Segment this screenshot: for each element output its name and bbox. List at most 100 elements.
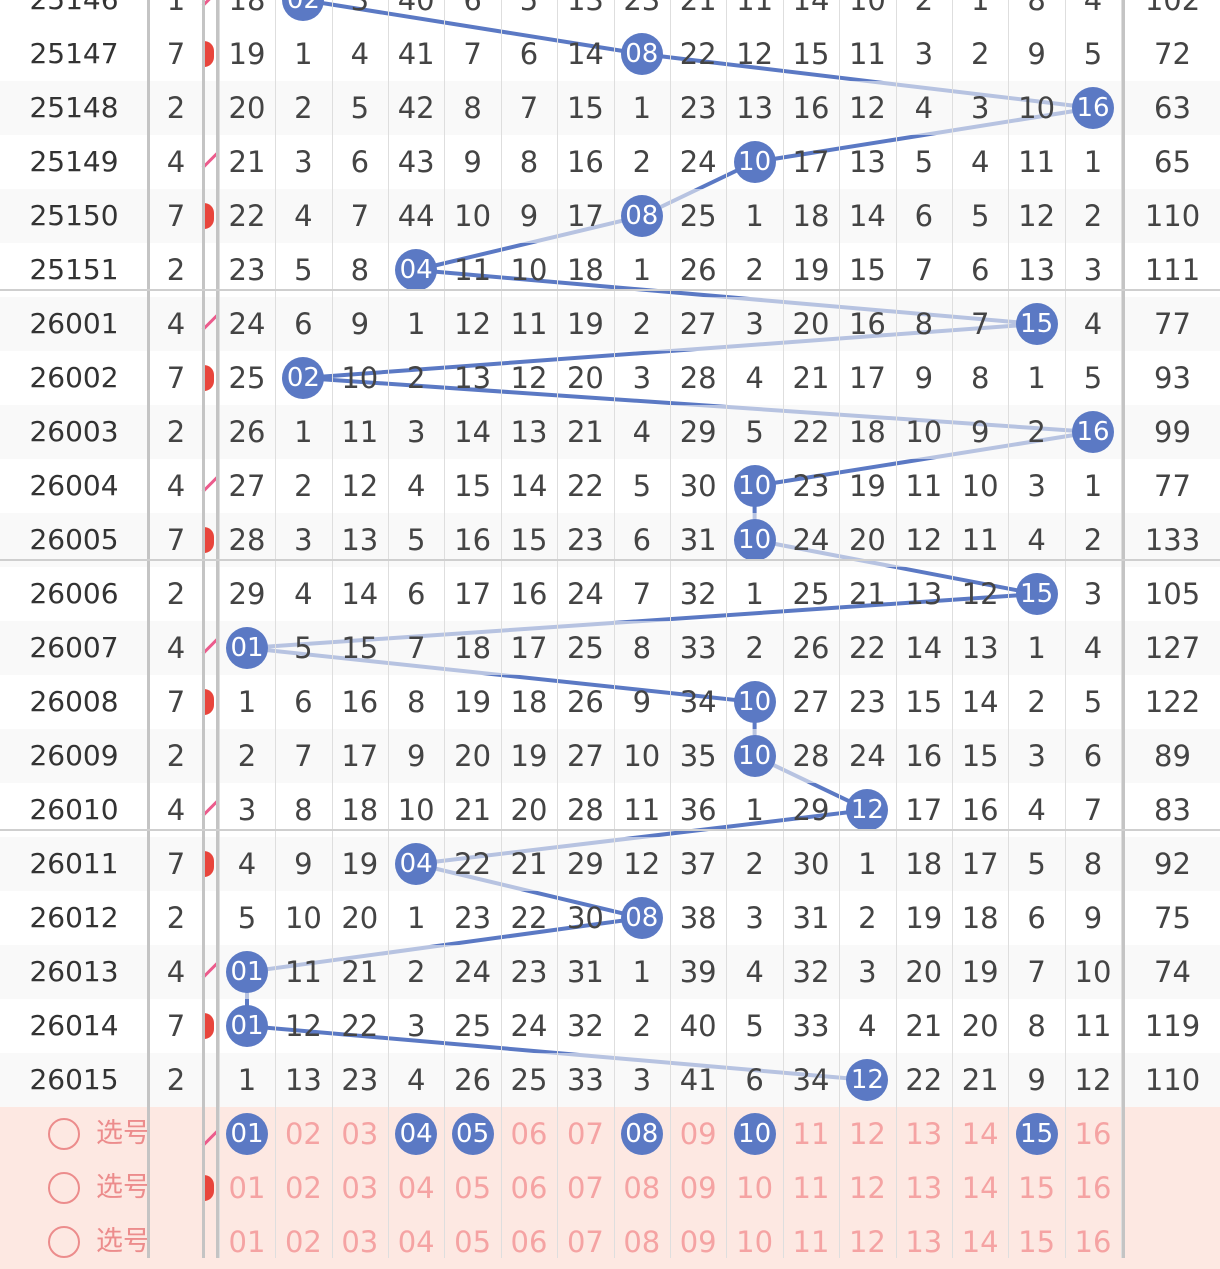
pick-number[interactable]: 08 [623, 1171, 661, 1205]
miss-count: 11 [736, 0, 774, 17]
pick-number[interactable]: 13 [905, 1171, 943, 1205]
pick-number[interactable]: 15 [1018, 1225, 1056, 1259]
pick-number[interactable]: 14 [961, 1171, 999, 1205]
pick-number[interactable]: 01 [228, 1171, 266, 1205]
miss-count: 18 [848, 415, 886, 449]
pick-label[interactable]: 选号 [96, 1226, 150, 1257]
pick-number[interactable]: 01 [228, 1225, 266, 1259]
issue-number: 26010 [29, 793, 119, 826]
pick-number[interactable]: 11 [792, 1171, 830, 1205]
miss-count: 17 [961, 847, 999, 881]
miss-count: 16 [961, 793, 999, 827]
pick-number[interactable]: 06 [510, 1225, 548, 1259]
pick-number[interactable]: 06 [510, 1117, 548, 1151]
column-divider [275, 0, 276, 1258]
miss-count: 1 [1083, 145, 1103, 179]
winning-ball: 01 [226, 1005, 268, 1047]
selected-number-ball[interactable]: 01 [226, 1113, 268, 1155]
table-row: 26011 7 4 9 19 04 22 21 29 12 37 2 30 1 18 17 5 8 92 [0, 837, 1220, 891]
selected-number-ball[interactable]: 08 [620, 1113, 663, 1155]
miss-count: 20 [510, 793, 548, 827]
miss-count: 23 [792, 469, 830, 503]
pick-number[interactable]: 06 [510, 1171, 548, 1205]
pick-number[interactable]: 05 [454, 1171, 492, 1205]
miss-count: 38 [679, 901, 717, 935]
selected-number-ball[interactable]: 10 [733, 1113, 776, 1155]
selected-number-ball[interactable]: 15 [1015, 1113, 1058, 1155]
pick-label[interactable]: 选号 [96, 1172, 150, 1203]
pick-number[interactable]: 07 [566, 1225, 604, 1259]
miss-count: 21 [961, 1063, 999, 1097]
winning-ball: 02 [282, 357, 325, 399]
pick-number[interactable]: 15 [1018, 1171, 1056, 1205]
miss-count: 5 [914, 145, 934, 179]
miss-count: 12 [341, 469, 379, 503]
pick-number[interactable]: 03 [341, 1117, 379, 1151]
miss-count: 22 [566, 469, 604, 503]
pick-radio[interactable] [48, 1226, 80, 1258]
pick-number[interactable]: 07 [566, 1171, 604, 1205]
remainder-value: 2 [166, 577, 186, 611]
pick-number[interactable]: 16 [1074, 1171, 1112, 1205]
pick-number[interactable]: 09 [679, 1171, 717, 1205]
pick-number[interactable]: 05 [454, 1225, 492, 1259]
miss-count: 14 [905, 631, 943, 665]
miss-count: 3 [406, 415, 426, 449]
pick-number[interactable]: 03 [341, 1171, 379, 1205]
issue-number: 25149 [29, 145, 119, 178]
pick-radio[interactable] [48, 1172, 80, 1204]
pick-number[interactable]: 04 [397, 1171, 435, 1205]
miss-count: 9 [914, 361, 934, 395]
sum-value: 133 [1144, 523, 1201, 557]
pick-label[interactable]: 选号 [96, 1118, 150, 1149]
miss-count: 1 [1083, 469, 1103, 503]
pick-number[interactable]: 12 [848, 1171, 886, 1205]
pick-number[interactable]: 04 [397, 1225, 435, 1259]
miss-count: 18 [792, 199, 830, 233]
miss-count: 4 [406, 469, 426, 503]
miss-count: 19 [228, 37, 266, 71]
pick-number[interactable]: 09 [679, 1117, 717, 1151]
issue-number: 26014 [29, 1009, 119, 1042]
miss-count: 7 [632, 577, 652, 611]
miss-count: 10 [510, 253, 548, 287]
winning-ball: 10 [733, 519, 776, 561]
selected-number-ball[interactable]: 04 [395, 1113, 438, 1155]
pick-number[interactable]: 12 [848, 1225, 886, 1259]
selected-number-ball[interactable]: 05 [451, 1113, 494, 1155]
pick-number[interactable]: 12 [848, 1117, 886, 1151]
pick-number[interactable]: 13 [905, 1225, 943, 1259]
pick-radio[interactable] [48, 1118, 80, 1150]
pick-number[interactable]: 14 [961, 1225, 999, 1259]
miss-count: 1 [294, 415, 313, 449]
pick-number[interactable]: 14 [961, 1117, 999, 1151]
miss-count: 12 [848, 91, 886, 125]
miss-count: 10 [623, 739, 661, 773]
column-divider [1121, 0, 1122, 1258]
winning-ball: 10 [733, 465, 776, 507]
pick-number[interactable]: 02 [284, 1225, 322, 1259]
miss-count: 8 [406, 685, 426, 719]
pick-number[interactable]: 11 [792, 1225, 830, 1259]
miss-count: 24 [228, 307, 266, 341]
table-row: 26002 7 25 02 10 2 13 12 20 3 28 4 21 17 9 8 1 5 93 [0, 351, 1220, 405]
miss-count: 2 [406, 361, 426, 395]
pick-number[interactable]: 09 [679, 1225, 717, 1259]
pick-number[interactable]: 13 [905, 1117, 943, 1151]
pick-number[interactable]: 03 [341, 1225, 379, 1259]
miss-count: 3 [1027, 469, 1046, 503]
pick-number[interactable]: 02 [284, 1171, 322, 1205]
miss-count: 8 [350, 253, 370, 287]
pick-number[interactable]: 07 [566, 1117, 604, 1151]
pick-number[interactable]: 10 [736, 1171, 774, 1205]
miss-count: 5 [632, 469, 652, 503]
pick-number[interactable]: 16 [1074, 1225, 1112, 1259]
pick-number[interactable]: 16 [1074, 1117, 1112, 1151]
miss-count: 17 [454, 577, 492, 611]
table-row: 26004 4 27 2 12 4 15 14 22 5 30 10 23 19 11 10 3 1 77 [0, 459, 1220, 513]
pick-number[interactable]: 08 [623, 1225, 661, 1259]
sum-value: 72 [1154, 37, 1191, 71]
pick-number[interactable]: 02 [284, 1117, 322, 1151]
pick-number[interactable]: 10 [736, 1225, 774, 1259]
pick-number[interactable]: 11 [792, 1117, 830, 1151]
